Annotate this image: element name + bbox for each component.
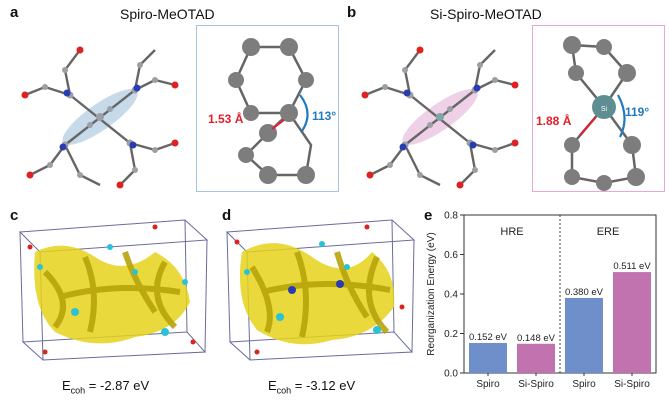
angle-label-b: 119°: [625, 105, 649, 119]
y-tick-label: 0.4: [444, 290, 458, 301]
bar-value-label: 0.148 eV: [517, 333, 556, 344]
bar: [565, 297, 603, 373]
x-tick-label: Spiro: [572, 379, 596, 390]
bar: [469, 342, 507, 373]
y-tick-label: 0.8: [444, 211, 458, 222]
reorganization-energy-chart: 0.0 0.2 0.4 0.6 0.8 Reorganization Energy (eV…: [426, 211, 657, 390]
group-label: HRE: [500, 226, 523, 238]
bond-length-label-b: 1.88 Å: [536, 113, 572, 128]
x-tick-label: Spiro: [476, 379, 500, 390]
y-tick-label: 0.0: [444, 369, 458, 380]
spiro-molecule-image: [21, 46, 179, 189]
silicon-atom-label: Si: [601, 106, 608, 113]
panel-title-si-spiro: Si-Spiro-MeOTAD: [430, 6, 542, 22]
x-tick-label: Si-Spiro: [518, 379, 554, 390]
si-spiro-charge-density-image: [225, 219, 416, 361]
y-tick-label: 0.6: [444, 250, 458, 261]
group-label: ERE: [597, 226, 620, 238]
bar: [613, 272, 651, 373]
panel-label-b: b: [347, 4, 357, 21]
ecoh-label-c: Ecoh = -2.87 eV: [62, 378, 150, 396]
spiro-center-inset: 1.53 Å 113°: [196, 25, 339, 192]
bar-value-label: 0.380 eV: [565, 287, 604, 298]
panel-label-a: a: [10, 4, 19, 21]
ecoh-label-d: Ecoh = -3.12 eV: [268, 378, 356, 396]
panel-label-e: e: [424, 207, 433, 224]
si-spiro-center-inset: Si 1.88 Å 119°: [532, 25, 665, 192]
bar: [517, 343, 555, 373]
spiro-charge-density-image: [18, 219, 209, 361]
x-tick-label: Si-Spiro: [614, 379, 650, 390]
bar-value-label: 0.152 eV: [469, 332, 508, 343]
bar-value-label: 0.511 eV: [613, 261, 651, 272]
panel-label-d: d: [222, 207, 232, 224]
y-tick-label: 0.2: [444, 329, 458, 340]
y-axis-label: Reorganization Energy (eV): [426, 232, 437, 355]
panel-title-spiro: Spiro-MeOTAD: [120, 6, 215, 22]
panel-label-c: c: [10, 207, 19, 224]
angle-label-a: 113°: [312, 109, 336, 123]
bond-length-label-a: 1.53 Å: [208, 111, 244, 126]
si-spiro-molecule-image: [361, 46, 519, 189]
